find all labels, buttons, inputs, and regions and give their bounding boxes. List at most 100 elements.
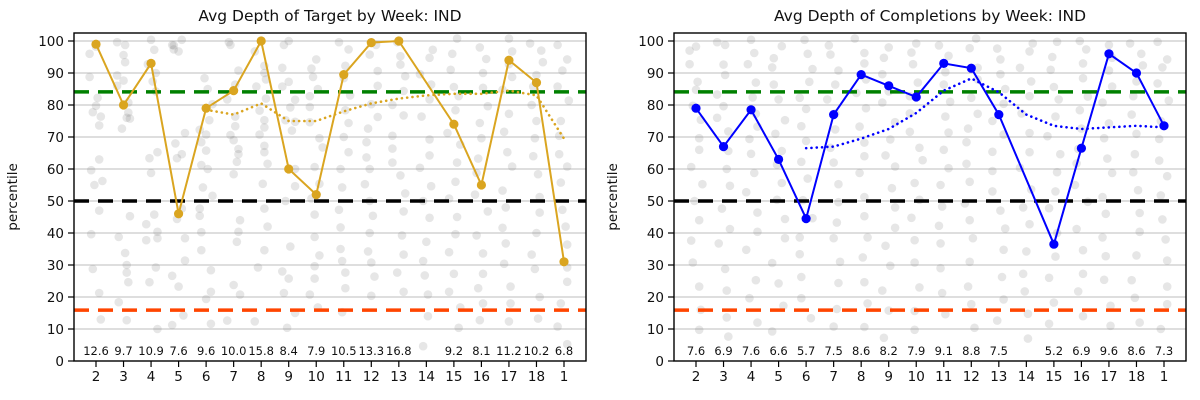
background-point: [452, 158, 462, 167]
background-point: [399, 250, 408, 259]
background-point: [907, 213, 916, 223]
background-point: [1158, 215, 1167, 224]
background-point: [936, 180, 945, 190]
background-point: [167, 40, 177, 50]
background-point: [915, 143, 924, 153]
data-point: [256, 36, 266, 46]
background-point: [172, 153, 182, 163]
background-point: [336, 164, 345, 174]
y-axis: 0 10 20 30 40 50 60 70 80 90 100: [38, 34, 74, 370]
depth-annotation: 10.2: [524, 344, 550, 358]
background-point: [278, 63, 287, 73]
background-point: [1104, 119, 1114, 128]
background-point: [1136, 49, 1146, 59]
background-point: [235, 215, 245, 225]
background-point: [863, 299, 872, 308]
data-point: [911, 92, 921, 102]
background-point: [1025, 147, 1034, 157]
y-tick-label: 70: [647, 130, 664, 146]
background-point: [499, 127, 509, 137]
background-point: [399, 111, 408, 120]
x-tick-label: 7: [829, 369, 838, 385]
background-point: [260, 245, 269, 255]
background-point: [1103, 154, 1112, 163]
background-point: [780, 115, 790, 125]
background-point: [562, 277, 572, 287]
background-point: [962, 159, 971, 169]
background-point: [767, 327, 777, 336]
depth-annotation: 7.6: [742, 344, 760, 358]
x-tick-label: 16: [1073, 369, 1090, 385]
depth-annotation: 9.2: [445, 344, 463, 358]
x-tick-label: 5: [174, 369, 183, 385]
background-point: [1073, 287, 1083, 296]
gridlines: [674, 40, 1186, 330]
background-point: [396, 171, 405, 180]
completion-depth-chart-canvas: 7.6 6.9 7.6 6.6 5.7 7.5 8.6 8.2 7.9 9.1 8.8 7.5 5.2 6…: [605, 32, 1187, 385]
background-point: [362, 137, 371, 147]
data-point: [394, 36, 404, 46]
background-point: [282, 323, 292, 333]
background-point: [720, 264, 730, 274]
background-point: [800, 35, 809, 45]
background-point: [1017, 109, 1026, 118]
data-point: [773, 154, 784, 164]
background-point: [501, 239, 511, 248]
background-point: [388, 144, 397, 153]
background-point: [1130, 149, 1140, 159]
chart-title: Avg Depth of Target by Week: IND: [198, 7, 462, 25]
y-tick-label: 10: [47, 322, 64, 338]
background-point: [1025, 219, 1034, 229]
background-point: [1162, 171, 1172, 181]
plot-border: [673, 32, 1187, 362]
background-point: [180, 128, 190, 138]
background-point: [284, 77, 294, 87]
background-point: [749, 48, 759, 58]
background-point: [1051, 187, 1060, 196]
background-point: [1072, 224, 1081, 234]
background-point: [315, 133, 324, 143]
background-point: [553, 40, 562, 50]
background-point: [146, 168, 156, 178]
background-point: [918, 155, 927, 165]
depth-annotation: 9.6: [1100, 344, 1118, 358]
background-point: [94, 206, 104, 215]
background-point: [290, 95, 300, 105]
background-point: [388, 131, 397, 141]
background-point: [454, 323, 463, 333]
background-point: [477, 133, 486, 143]
background-point: [418, 341, 428, 351]
x-tick-label: 5: [774, 369, 783, 385]
x-tick-label: 15: [445, 369, 462, 385]
data-point: [91, 39, 101, 49]
background-point: [167, 271, 177, 281]
background-point: [556, 178, 566, 187]
background-point: [112, 71, 122, 80]
data-point: [856, 70, 866, 80]
x-tick-label: 6: [202, 369, 211, 385]
x-tick-label: 4: [147, 369, 156, 385]
x-tick-label: 16: [473, 369, 490, 385]
background-point: [797, 293, 806, 303]
background-point: [501, 203, 511, 212]
background-point: [363, 247, 373, 256]
background-point: [278, 267, 287, 276]
background-point: [561, 222, 570, 231]
background-point: [117, 124, 127, 133]
background-point: [224, 37, 234, 47]
background-point: [260, 115, 269, 125]
x-tick-label: 1: [560, 369, 569, 385]
background-point: [527, 100, 536, 110]
background-point: [451, 177, 460, 187]
x-tick-label: 2: [692, 369, 701, 385]
background-point: [1156, 191, 1166, 200]
background-point: [803, 49, 813, 59]
background-point: [826, 50, 835, 59]
background-point: [720, 40, 730, 50]
data-point: [173, 209, 184, 219]
background-point: [724, 127, 733, 136]
background-point: [822, 95, 832, 104]
background-point: [334, 205, 344, 215]
background-point: [392, 268, 402, 277]
background-point: [795, 233, 805, 242]
